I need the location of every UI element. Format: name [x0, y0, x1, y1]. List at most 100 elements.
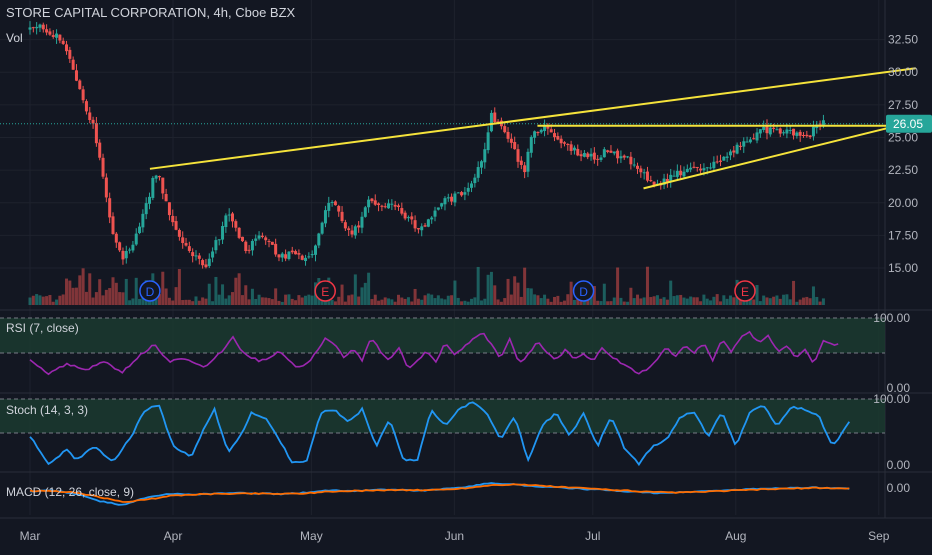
volume-bar — [41, 296, 45, 305]
candle-body — [221, 226, 225, 240]
candle-body — [151, 177, 155, 198]
volume-bar — [430, 294, 434, 305]
volume-bar — [470, 298, 474, 305]
volume-bar — [566, 294, 570, 305]
event-marker-earnings[interactable]: E — [734, 280, 756, 302]
volume-bar — [277, 300, 281, 305]
volume-bar — [347, 295, 351, 305]
candle-body — [194, 255, 198, 257]
candle-body — [758, 129, 762, 134]
candle-body — [572, 147, 576, 151]
volume-bar — [483, 298, 487, 305]
volume-bar — [294, 300, 298, 305]
volume-bar — [539, 298, 543, 305]
candle-body — [748, 139, 752, 143]
candle-body — [430, 217, 434, 220]
candle-body — [682, 171, 686, 177]
event-marker-dividend[interactable]: D — [572, 280, 595, 302]
event-marker-dividend[interactable]: D — [139, 280, 161, 302]
candle-body — [798, 131, 802, 136]
volume-bar — [460, 301, 464, 305]
volume-bar — [390, 299, 394, 305]
y-tick-label: 22.50 — [888, 163, 918, 177]
candle-body — [652, 181, 656, 186]
volume-bar — [489, 271, 493, 305]
candle-body — [363, 207, 367, 217]
candle-body — [101, 157, 105, 177]
volume-bar — [270, 299, 274, 305]
volume-bar — [254, 298, 258, 305]
candle-body — [98, 142, 102, 158]
candle-body — [463, 192, 467, 195]
candle-body — [250, 240, 254, 251]
candle-body — [672, 175, 676, 177]
volume-bar — [466, 301, 470, 305]
candle-body — [612, 151, 616, 154]
volume-bar — [775, 295, 779, 305]
candle-body — [549, 129, 553, 133]
candle-body — [61, 40, 65, 44]
volume-bar — [35, 294, 39, 305]
volume-bar — [529, 288, 533, 305]
volume-bar — [559, 301, 563, 305]
volume-bar — [55, 299, 59, 305]
candle-body — [28, 27, 32, 30]
candle-body — [171, 215, 175, 223]
candle-body — [606, 150, 610, 152]
candle-body — [645, 171, 649, 181]
candle-body — [566, 143, 570, 145]
volume-bar — [821, 298, 825, 305]
candle-body — [393, 204, 397, 207]
volume-bar — [738, 297, 742, 305]
volume-bar — [337, 296, 341, 305]
candle-body — [244, 241, 248, 252]
volume-bar — [765, 297, 769, 305]
volume-bar — [579, 300, 583, 305]
candle-body — [51, 35, 55, 37]
candle-body — [74, 70, 78, 81]
volume-bar — [486, 274, 490, 305]
candle-body — [702, 168, 706, 171]
volume-bar — [373, 294, 377, 305]
candle-body — [284, 254, 288, 259]
candle-body — [128, 249, 132, 251]
candle-body — [533, 131, 537, 138]
candle-body — [778, 128, 782, 134]
candle-body — [685, 168, 689, 173]
volume-bar — [662, 297, 666, 305]
candle-body — [596, 158, 600, 160]
volume-bar — [84, 291, 88, 305]
volume-bar — [78, 275, 82, 305]
volume-bar — [709, 300, 713, 305]
candle-body — [340, 211, 344, 222]
y-tick-label: 30.00 — [888, 65, 918, 79]
candle-body — [762, 126, 766, 131]
candle-body — [556, 136, 560, 140]
volume-bar — [576, 297, 580, 305]
volume-bar — [669, 280, 673, 305]
trendlines[interactable] — [149, 67, 916, 190]
volume-bar — [629, 287, 633, 305]
candle-body — [719, 160, 723, 162]
candle-body — [353, 226, 357, 236]
candle-body — [91, 119, 95, 124]
candle-body — [808, 135, 812, 138]
candle-body — [131, 244, 135, 251]
candle-body — [184, 243, 188, 246]
candle-body — [440, 203, 444, 207]
candle-body — [45, 29, 49, 33]
event-marker-earnings[interactable]: E — [314, 280, 336, 302]
volume-bar — [811, 286, 815, 305]
volume-bar — [28, 297, 32, 305]
volume-bar — [479, 300, 483, 305]
candle-body — [323, 210, 327, 224]
volume-bar — [231, 292, 235, 305]
candle-body — [254, 238, 258, 241]
volume-bar — [138, 298, 142, 305]
volume-bar — [652, 296, 656, 305]
candle-body — [370, 198, 374, 202]
candle-body — [164, 194, 168, 202]
